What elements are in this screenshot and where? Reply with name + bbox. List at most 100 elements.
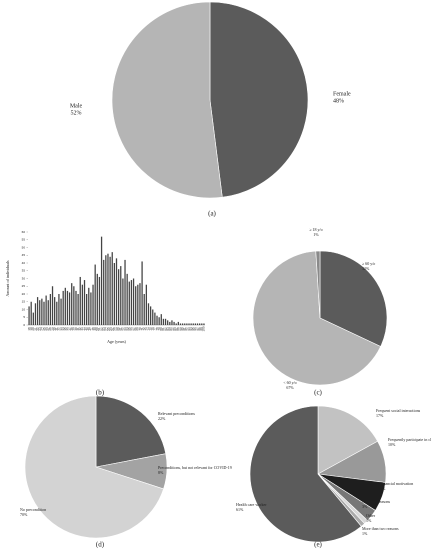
bar xyxy=(86,294,88,325)
pie-slice xyxy=(319,250,388,347)
x-tick-label: 89 xyxy=(178,327,182,331)
x-tick-label: 50 xyxy=(95,327,99,331)
panel-label: (d) xyxy=(96,541,105,549)
x-tick-label: 72 xyxy=(142,327,146,331)
bar xyxy=(120,266,122,325)
bar xyxy=(92,284,94,325)
pie-slice xyxy=(315,250,321,319)
slice-percent: 1% xyxy=(362,531,368,536)
x-tick-label: 41 xyxy=(76,327,80,331)
x-tick-label: 61 xyxy=(119,327,123,331)
x-tick-label: 94 xyxy=(189,327,193,331)
slice-percent: 32% xyxy=(362,266,370,271)
bar xyxy=(111,252,113,325)
x-tick-label: 60 xyxy=(116,327,120,331)
y-tick-label: 30 xyxy=(22,276,26,280)
pie-slice xyxy=(209,1,309,198)
x-tick-label: 29 xyxy=(50,327,54,331)
slice-label: Preconditions, but not relevant for COVI… xyxy=(158,465,232,471)
x-tick-label: 51 xyxy=(97,327,101,331)
x-tick-label: 56 xyxy=(108,327,112,331)
bar xyxy=(156,315,158,325)
slice-label: ≥ 60 y/o xyxy=(362,261,375,266)
slice-percent: 1% xyxy=(313,232,319,237)
slice-percent: 7% xyxy=(380,486,386,491)
bar xyxy=(43,301,45,325)
x-tick-label: 81 xyxy=(161,327,165,331)
x-axis-label: Age (years) xyxy=(107,339,126,344)
slice-percent: 3% xyxy=(362,504,368,509)
x-tick-label: 35 xyxy=(63,327,67,331)
bar xyxy=(145,284,147,325)
bar xyxy=(160,314,162,325)
bar xyxy=(103,259,105,325)
bar xyxy=(177,321,179,325)
x-tick-label: 28 xyxy=(48,327,52,331)
y-tick-label: 15 xyxy=(22,300,26,304)
x-tick-label: 67 xyxy=(131,327,135,331)
x-tick-label: 18 xyxy=(27,327,31,331)
bar xyxy=(39,300,41,325)
x-tick-label: 64 xyxy=(125,327,129,331)
bar xyxy=(100,236,103,325)
x-tick-label: 88 xyxy=(176,327,180,331)
x-tick-label: 40 xyxy=(74,327,78,331)
bar xyxy=(73,286,75,325)
x-tick-label: 45 xyxy=(84,327,88,331)
slice-label: Male xyxy=(70,103,83,109)
x-tick-label: 47 xyxy=(89,327,93,331)
x-tick-label: 78 xyxy=(155,327,159,331)
bar xyxy=(169,321,171,325)
slice-percent: 52% xyxy=(71,110,82,116)
bar xyxy=(199,323,201,325)
x-tick-label: 34 xyxy=(61,327,65,331)
x-tick-label: 93 xyxy=(187,327,191,331)
bar xyxy=(30,301,32,325)
slice-percent: 17% xyxy=(376,413,384,418)
x-tick-label: 95 xyxy=(191,327,195,331)
bar xyxy=(71,283,73,325)
y-tick-label: 5 xyxy=(23,315,25,319)
x-tick-label: 85 xyxy=(170,327,174,331)
x-tick-label: 19 xyxy=(29,327,33,331)
bar xyxy=(135,286,137,325)
bar xyxy=(79,276,81,325)
bar xyxy=(62,290,64,325)
pie-slice xyxy=(111,1,223,199)
bar xyxy=(83,280,86,325)
x-tick-label: 76 xyxy=(151,327,155,331)
x-tick-label: 83 xyxy=(165,327,169,331)
bar xyxy=(167,320,169,325)
x-tick-label: 59 xyxy=(114,327,118,331)
x-tick-label: 49 xyxy=(93,327,97,331)
pie-slice xyxy=(24,395,164,539)
slice-label: Financial motivation xyxy=(380,481,413,486)
bar xyxy=(36,297,39,325)
x-tick-label: 58 xyxy=(112,327,116,331)
bar xyxy=(105,255,107,325)
x-tick-label: 21 xyxy=(33,327,37,331)
x-tick-label: 48 xyxy=(91,327,95,331)
slice-label: Altruistic reasons xyxy=(362,499,391,504)
bar xyxy=(94,264,96,325)
y-tick-label: 55 xyxy=(22,238,26,242)
x-tick-label: 90 xyxy=(180,327,184,331)
bar xyxy=(88,287,90,325)
panel-label: (a) xyxy=(208,210,216,218)
bar xyxy=(60,298,62,325)
x-tick-label: 80 xyxy=(159,327,163,331)
x-tick-label: 23 xyxy=(38,327,42,331)
bar xyxy=(75,290,77,325)
x-tick-label: 98 xyxy=(197,327,201,331)
bar xyxy=(107,253,109,325)
slice-label: No precondition xyxy=(20,507,46,512)
x-tick-label: 69 xyxy=(136,327,140,331)
slice-label: Frequently participate in clinical trial… xyxy=(388,437,431,442)
bar xyxy=(47,300,49,325)
bar xyxy=(113,263,116,325)
bar xyxy=(184,323,186,325)
bar xyxy=(179,323,182,325)
x-tick-label: 73 xyxy=(144,327,148,331)
pie-slice xyxy=(95,395,167,468)
